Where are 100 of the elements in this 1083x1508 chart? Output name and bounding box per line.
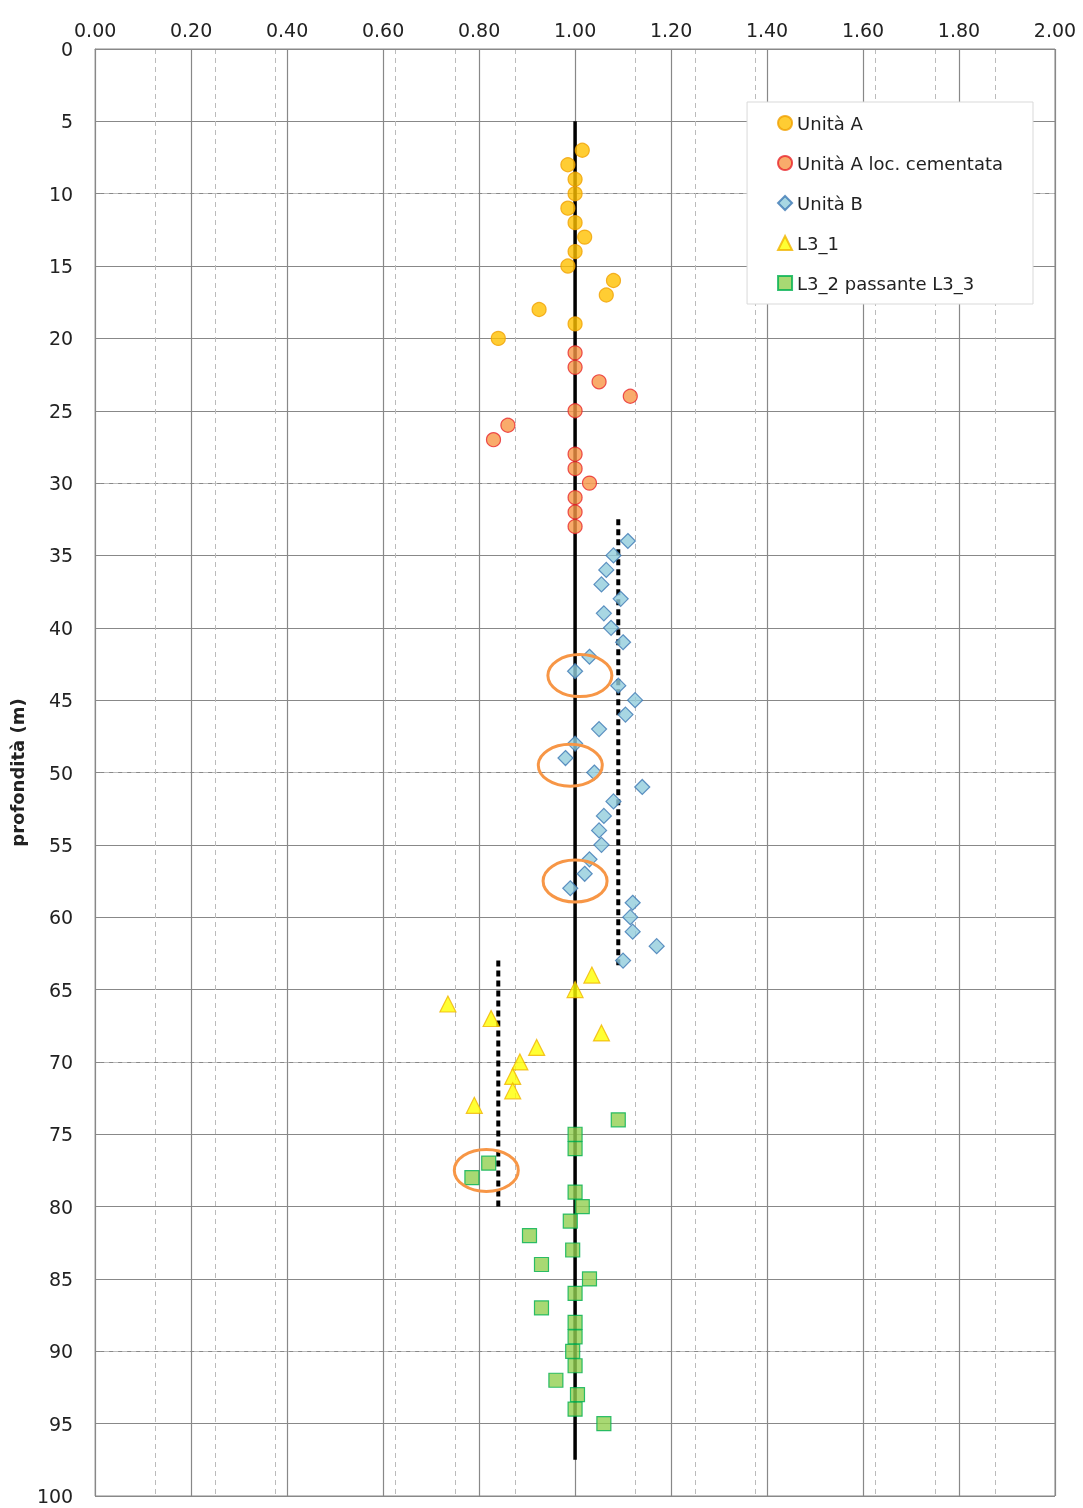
point [612,590,629,607]
y-tick-label: 40 [48,616,74,639]
x-tick-label: 1.80 [937,18,981,41]
y-axis-title: profondità (m) [6,698,28,847]
point [560,258,576,274]
y-tick-label: 35 [48,544,74,567]
point [569,1387,586,1403]
point [581,1271,598,1287]
point [622,909,639,926]
y-tick-label: 10 [48,182,74,205]
point [567,1358,583,1374]
point [521,1227,538,1244]
y-tick-label: 5 [61,110,74,133]
x-tick-label: 2.00 [1033,18,1077,41]
point [567,403,583,419]
point [610,677,627,694]
legend-label: Unità A [797,112,864,134]
point [592,1024,611,1042]
point [583,966,601,984]
point [567,504,583,520]
y-tick-label: 25 [48,399,74,422]
point [565,1242,581,1258]
point [567,345,583,361]
y-tick-label: 45 [48,689,74,712]
x-tick-label: 0.00 [74,18,117,41]
point [464,1170,480,1186]
point [533,1300,550,1316]
y-tick-label: 55 [48,833,74,856]
point [567,359,583,375]
x-tick-label: 0.60 [361,18,405,41]
point [531,301,547,318]
legend-label: L3_1 [797,232,839,255]
point [567,215,583,231]
point [605,547,622,564]
point [626,692,644,709]
y-tick-label: 75 [48,1123,74,1146]
point [574,142,590,158]
legend-label: Unità A loc. cementata [797,152,1004,174]
point [591,374,607,390]
point [614,952,632,969]
point [562,1213,578,1229]
point [565,1343,581,1359]
point [481,1155,497,1171]
x-tick-label: 1.00 [553,18,597,41]
y-tick-label: 30 [48,472,74,495]
point [504,1082,522,1100]
y-tick-label: 80 [48,1195,74,1218]
point [576,865,593,882]
point [619,532,636,550]
y-tick-label: 20 [48,327,74,350]
point [590,822,608,839]
y-tick-label: 90 [48,1340,74,1363]
point [504,1067,522,1085]
point [624,923,641,940]
point [567,1184,583,1200]
point [567,1329,583,1345]
point [622,388,638,404]
y-tick-label: 95 [48,1412,74,1435]
x-tick-label: 1.20 [649,18,693,41]
x-tick-label: 0.80 [457,18,501,41]
point [598,287,614,303]
point [528,1038,546,1057]
point [567,489,583,506]
point [617,706,634,723]
point [593,836,610,853]
point [577,229,593,245]
point [511,1053,529,1071]
point [567,1126,583,1142]
point [614,634,632,651]
y-tick-label: 0 [61,38,74,60]
y-tick-label: 85 [48,1267,74,1290]
point [595,605,612,622]
y-tick-label: 65 [48,978,74,1001]
point [567,243,583,260]
point [590,720,608,738]
x-tick-label: 0.20 [169,18,213,41]
point [610,1112,626,1128]
point [560,157,576,173]
legend-label: L3_2 passante L3_3 [797,272,975,295]
legend-label: Unità B [797,192,863,214]
point [533,1256,550,1273]
y-tick-label: 15 [48,255,74,278]
point [567,1285,583,1302]
point [634,778,651,796]
point [439,995,457,1013]
point [567,186,583,202]
point [567,171,583,187]
y-tick-label: 50 [48,761,74,784]
x-tick-label: 1.40 [745,18,789,41]
point [581,475,598,491]
y-tick-label: 70 [48,1050,74,1073]
point [465,1096,483,1114]
point [598,561,615,579]
point [490,330,506,346]
point [595,807,612,825]
point [567,1401,583,1417]
point [500,417,516,433]
point [566,980,584,999]
point [567,1314,583,1330]
y-tick-label: 60 [48,906,74,929]
